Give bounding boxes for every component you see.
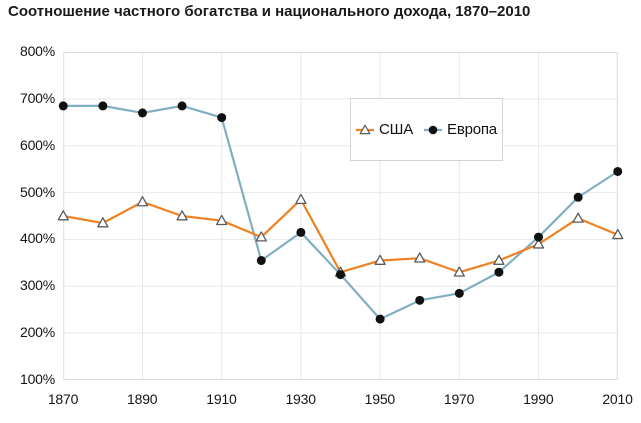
marker-europe [454,288,464,298]
marker-europe [415,295,425,305]
usa-legend-label: США [379,121,414,138]
legend-item-usa: США [356,121,413,138]
marker-usa [57,210,69,221]
europe-legend-label: Европа [447,121,497,138]
marker-usa [532,238,545,249]
x-tick-label: 1930 [285,391,316,407]
y-tick-label: 700% [19,89,55,106]
marker-europe [494,267,504,277]
y-tick-label: 600% [19,136,55,153]
marker-europe [336,270,345,280]
y-tick-label: 100% [19,371,55,387]
x-tick-label: 2010 [602,391,633,407]
marker-usa [97,217,109,228]
marker-usa [295,193,307,205]
marker-europe [217,113,227,123]
marker-usa [414,252,426,263]
y-tick-label: 500% [19,183,55,200]
marker-europe [534,232,544,242]
x-tick-label: 1870 [47,391,79,407]
plot-border [63,52,618,380]
x-tick-label: 1970 [443,391,475,407]
x-tick-label: 1950 [364,391,396,407]
europe-legend-marker-icon [424,124,443,136]
marker-europe [177,101,187,111]
marker-usa [176,210,188,221]
marker-europe [256,256,266,266]
marker-usa [612,228,624,240]
x-tick-label: 1990 [523,391,554,407]
x-tick-label: 1910 [206,391,237,407]
marker-europe [137,108,147,118]
usa-legend-marker-icon [356,124,375,136]
marker-europe [296,227,306,237]
y-tick-label: 200% [19,324,55,341]
x-tick-label: 1890 [127,391,158,407]
series-line-europe [63,104,619,321]
marker-usa [572,212,584,223]
legend: США Европа [350,98,503,161]
marker-usa [216,214,228,226]
marker-usa [453,266,465,277]
marker-usa [136,196,149,207]
y-tick-label: 800% [19,43,55,59]
y-tick-label: 400% [19,230,55,247]
marker-usa [255,231,267,242]
marker-usa [493,254,505,265]
legend-item-europe: Европа [424,121,497,138]
marker-europe [375,314,385,324]
y-tick-label: 300% [19,277,55,294]
marker-usa [374,254,386,265]
plot-area [57,52,624,380]
marker-europe [613,166,623,176]
marker-europe [98,101,108,111]
marker-europe [573,192,583,202]
chart-title: Соотношение частного богатства и национа… [8,3,531,20]
marker-europe [58,101,68,111]
